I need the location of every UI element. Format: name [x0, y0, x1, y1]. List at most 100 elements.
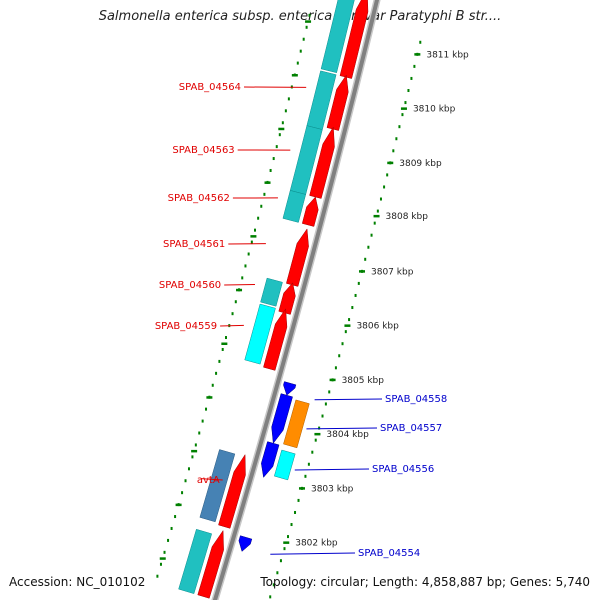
inner-tick-dot: [159, 562, 162, 566]
gene-label-right: SPAB_04556: [372, 464, 434, 475]
feature-band: [260, 277, 283, 307]
inner-tick-dot: [187, 467, 190, 471]
inner-tick-dot: [218, 359, 221, 363]
scale-tick-label: 3802 kbp: [295, 539, 338, 549]
gene-label-left: avtA: [197, 475, 220, 486]
outer-tick-dot: [376, 209, 379, 213]
gene-label-left: SPAB_04561: [163, 239, 225, 250]
feature-band-avtA: [199, 449, 236, 523]
outer-tick-dot: [314, 438, 317, 442]
outer-tick-dot: [287, 535, 290, 539]
outer-tick-dot: [395, 137, 398, 141]
outer-tick-dot: [283, 547, 286, 551]
leader-line: [220, 324, 244, 327]
inner-tick-dot: [170, 526, 173, 530]
inner-tick-dot: [234, 300, 237, 304]
outer-tick-dot: [328, 390, 331, 394]
inner-tick-dot: [244, 264, 247, 268]
outer-tick-dot: [276, 571, 279, 575]
outer-tick-dot: [338, 354, 341, 358]
outer-tick-dot: [351, 306, 354, 310]
outer-tick-dot: [413, 64, 416, 68]
forward-cds-arrow: [197, 529, 224, 599]
inner-major-tick: [175, 503, 182, 507]
inner-tick-dot: [272, 157, 275, 161]
gene-label-left: SPAB_04562: [168, 193, 230, 204]
inner-tick-dot: [211, 383, 214, 387]
scale-tick-label: 3803 kbp: [311, 484, 354, 494]
scale-tick-label: 3808 kbp: [386, 212, 429, 222]
inner-tick-dot: [305, 25, 308, 29]
inner-major-tick: [305, 20, 312, 23]
inner-tick-dot: [281, 121, 284, 125]
inner-tick-dot: [205, 407, 208, 411]
leader-line: [270, 552, 356, 555]
outer-tick-dot: [386, 173, 389, 177]
scale-tick-label: 3806 kbp: [356, 322, 399, 332]
organism-title: Salmonella enterica subsp. enterica sero…: [98, 9, 502, 24]
forward-cds-arrow: [301, 196, 319, 227]
inner-major-tick: [206, 396, 213, 399]
outer-tick-dot: [307, 462, 310, 466]
accession-label: Accession: NC_010102: [9, 575, 146, 589]
feature-band: [244, 303, 276, 365]
inner-tick-dot: [257, 216, 260, 220]
inner-tick-dot: [287, 97, 290, 101]
scale-tick: [283, 541, 290, 544]
inner-major-tick: [191, 449, 198, 453]
leader-line: [200, 478, 223, 481]
outer-tick-dot: [419, 40, 422, 44]
outer-tick-dot: [354, 293, 357, 297]
gene-label-right: SPAB_04557: [380, 423, 442, 434]
inner-major-tick: [291, 74, 298, 77]
outer-tick-dot: [401, 113, 404, 117]
outer-tick-dot: [373, 221, 376, 225]
inner-tick-dot: [299, 49, 302, 53]
outer-tick-dot: [383, 185, 386, 189]
scale-tick-label: 3805 kbp: [342, 376, 385, 386]
outer-tick-dot: [297, 498, 300, 502]
inner-major-tick: [236, 288, 243, 292]
inner-tick-dot: [221, 347, 224, 351]
leader-line: [306, 427, 378, 430]
scale-tick-label: 3809 kbp: [399, 159, 442, 169]
gene-label-left: SPAB_04560: [159, 280, 221, 291]
outer-tick-dot: [290, 523, 293, 527]
scale-tick-label: 3807 kbp: [371, 267, 414, 277]
scale-tick: [373, 214, 380, 218]
inner-tick-dot: [224, 336, 227, 340]
reverse-cds-arrow: [271, 393, 293, 444]
outer-tick-dot: [304, 474, 307, 478]
gene-label-left: SPAB_04563: [172, 145, 234, 156]
inner-tick-dot: [194, 443, 197, 447]
outer-tick-dot: [370, 233, 373, 237]
inner-tick-dot: [163, 550, 166, 554]
outer-tick-dot: [348, 318, 351, 322]
reverse-cds-arrow: [261, 441, 280, 478]
inner-tick-dot: [231, 312, 234, 316]
outer-tick-dot: [344, 330, 347, 334]
inner-tick-dot: [174, 515, 177, 519]
scale-tick: [329, 378, 336, 382]
outer-tick-dot: [364, 257, 367, 261]
scale-tick: [359, 270, 366, 273]
inner-tick-dot: [260, 204, 263, 208]
outer-tick-dot: [311, 450, 314, 454]
gene-label-left: SPAB_04559: [155, 321, 217, 332]
inner-tick-dot: [284, 109, 287, 113]
feature-band: [320, 0, 355, 74]
scale-tick-label: 3810 kbp: [413, 105, 456, 115]
gene-label-right: SPAB_04554: [358, 548, 420, 559]
outer-tick-dot: [407, 89, 410, 93]
scale-tick: [414, 53, 421, 56]
inner-major-tick: [278, 127, 285, 131]
outer-tick-dot: [269, 595, 272, 599]
scale-tick-label: 3811 kbp: [426, 50, 469, 60]
outer-tick-dot: [341, 342, 344, 346]
scale-tick: [387, 161, 394, 165]
inner-tick-dot: [263, 192, 266, 196]
outer-tick-dot: [321, 414, 324, 418]
inner-tick-dot: [181, 491, 184, 495]
